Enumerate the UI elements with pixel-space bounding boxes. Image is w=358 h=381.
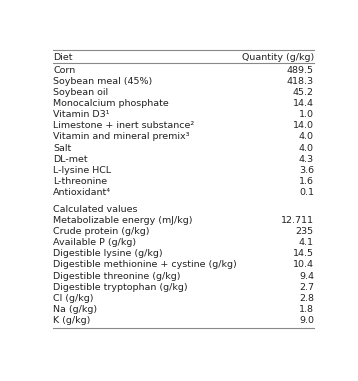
Text: 4.1: 4.1 [299,238,314,247]
Text: Digestible tryptophan (g/kg): Digestible tryptophan (g/kg) [53,283,188,292]
Text: K (g/kg): K (g/kg) [53,316,91,325]
Text: 9.0: 9.0 [299,316,314,325]
Text: Digestible threonine (g/kg): Digestible threonine (g/kg) [53,272,180,280]
Text: Quantity (g/kg): Quantity (g/kg) [242,53,314,62]
Text: 12.711: 12.711 [281,216,314,225]
Text: Digestible lysine (g/kg): Digestible lysine (g/kg) [53,249,163,258]
Text: 3.6: 3.6 [299,166,314,175]
Text: 4.0: 4.0 [299,144,314,152]
Text: 14.4: 14.4 [293,99,314,108]
Text: Antioxidant⁴: Antioxidant⁴ [53,188,111,197]
Text: Salt: Salt [53,144,71,152]
Text: Na (g/kg): Na (g/kg) [53,305,97,314]
Text: 14.5: 14.5 [293,249,314,258]
Text: 10.4: 10.4 [293,261,314,269]
Text: Crude protein (g/kg): Crude protein (g/kg) [53,227,150,236]
Text: Diet: Diet [53,53,73,62]
Text: Available P (g/kg): Available P (g/kg) [53,238,136,247]
Text: Calculated values: Calculated values [53,205,137,214]
Text: 235: 235 [296,227,314,236]
Text: 418.3: 418.3 [287,77,314,86]
Text: 489.5: 489.5 [287,66,314,75]
Text: Soybean meal (45%): Soybean meal (45%) [53,77,152,86]
Text: 45.2: 45.2 [293,88,314,97]
Text: 1.0: 1.0 [299,110,314,119]
Text: 0.1: 0.1 [299,188,314,197]
Text: 9.4: 9.4 [299,272,314,280]
Text: Digestible methionine + cystine (g/kg): Digestible methionine + cystine (g/kg) [53,261,237,269]
Text: Monocalcium phosphate: Monocalcium phosphate [53,99,169,108]
Text: L-threonine: L-threonine [53,177,107,186]
Text: 2.8: 2.8 [299,294,314,303]
Text: Soybean oil: Soybean oil [53,88,108,97]
Text: Cl (g/kg): Cl (g/kg) [53,294,93,303]
Text: Vitamin and mineral premix³: Vitamin and mineral premix³ [53,133,190,141]
Text: L-lysine HCL: L-lysine HCL [53,166,111,175]
Text: 1.8: 1.8 [299,305,314,314]
Text: 4.3: 4.3 [299,155,314,164]
Text: Metabolizable energy (mJ/kg): Metabolizable energy (mJ/kg) [53,216,193,225]
Text: Corn: Corn [53,66,75,75]
Text: 1.6: 1.6 [299,177,314,186]
Text: 4.0: 4.0 [299,133,314,141]
Text: Limestone + inert substance²: Limestone + inert substance² [53,121,194,130]
Text: DL-met: DL-met [53,155,88,164]
Text: 2.7: 2.7 [299,283,314,292]
Text: 14.0: 14.0 [293,121,314,130]
Text: Vitamin D3¹: Vitamin D3¹ [53,110,110,119]
